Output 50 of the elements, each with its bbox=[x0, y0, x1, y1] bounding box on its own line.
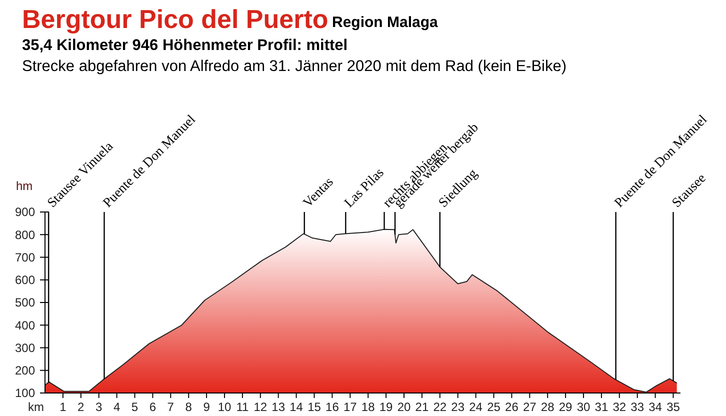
y-tick-label: 300 bbox=[14, 340, 36, 355]
x-tick-label: 18 bbox=[361, 400, 376, 414]
x-tick-label: 17 bbox=[343, 400, 358, 414]
x-tick-label: 4 bbox=[113, 400, 120, 414]
x-tick-label: 3 bbox=[96, 400, 103, 414]
y-tick-label: 500 bbox=[14, 296, 36, 310]
y-axis-title: hm bbox=[16, 179, 33, 193]
x-tick-label: 28 bbox=[540, 400, 555, 414]
x-tick-label: 23 bbox=[451, 400, 465, 414]
x-tick-label: 21 bbox=[415, 400, 429, 414]
x-tick-label: 11 bbox=[236, 400, 249, 414]
y-tick-label: 800 bbox=[14, 228, 36, 242]
chart-subtitle: 35,4 Kilometer 946 Höhenmeter Profil: mittel bbox=[22, 37, 348, 54]
x-tick-label: 31 bbox=[594, 400, 608, 414]
x-tick-label: 22 bbox=[433, 400, 447, 414]
y-tick-label: 100 bbox=[14, 386, 36, 400]
x-tick-label: 13 bbox=[272, 400, 286, 414]
text: Region Malaga bbox=[332, 14, 439, 31]
y-tick-label: 700 bbox=[14, 250, 36, 264]
x-tick-label: 25 bbox=[487, 400, 501, 414]
x-tick-label: 9 bbox=[203, 400, 210, 414]
x-tick-label: 15 bbox=[308, 400, 322, 414]
x-tick-label: 29 bbox=[558, 400, 573, 414]
x-tick-label: 8 bbox=[185, 400, 192, 414]
x-tick-label: 5 bbox=[131, 400, 138, 414]
x-tick-label: 6 bbox=[149, 400, 156, 414]
x-tick-label: 34 bbox=[648, 400, 662, 414]
y-tick-label: 900 bbox=[14, 205, 36, 220]
x-tick-label: 27 bbox=[522, 400, 537, 414]
y-tick-label: 200 bbox=[14, 364, 36, 378]
x-tick-label: 10 bbox=[218, 400, 232, 414]
x-tick-label: 14 bbox=[290, 400, 304, 414]
x-axis-title: km bbox=[28, 400, 44, 414]
y-tick-label: 600 bbox=[14, 273, 36, 288]
x-tick-label: 12 bbox=[254, 400, 268, 414]
x-tick-label: 30 bbox=[576, 400, 590, 414]
y-tick-label: 400 bbox=[14, 318, 36, 332]
x-tick-label: 24 bbox=[469, 400, 483, 414]
x-tick-label: 2 bbox=[78, 400, 85, 414]
x-tick-label: 19 bbox=[379, 400, 394, 414]
x-tick-label: 33 bbox=[630, 400, 644, 414]
x-tick-label: 32 bbox=[612, 400, 626, 414]
chart-title: Bergtour Pico del Puerto bbox=[22, 4, 328, 34]
x-tick-label: 1 bbox=[60, 400, 67, 414]
x-tick-label: 20 bbox=[397, 400, 411, 414]
x-tick-label: 16 bbox=[326, 400, 340, 414]
x-tick-label: 7 bbox=[167, 400, 174, 414]
x-tick-label: 35 bbox=[666, 400, 680, 414]
x-tick-label: 26 bbox=[505, 400, 519, 414]
text: Strecke abgefahren von Alfredo am 31. Jänner 2020 mit dem Rad (kein E-Bike) bbox=[22, 58, 567, 75]
